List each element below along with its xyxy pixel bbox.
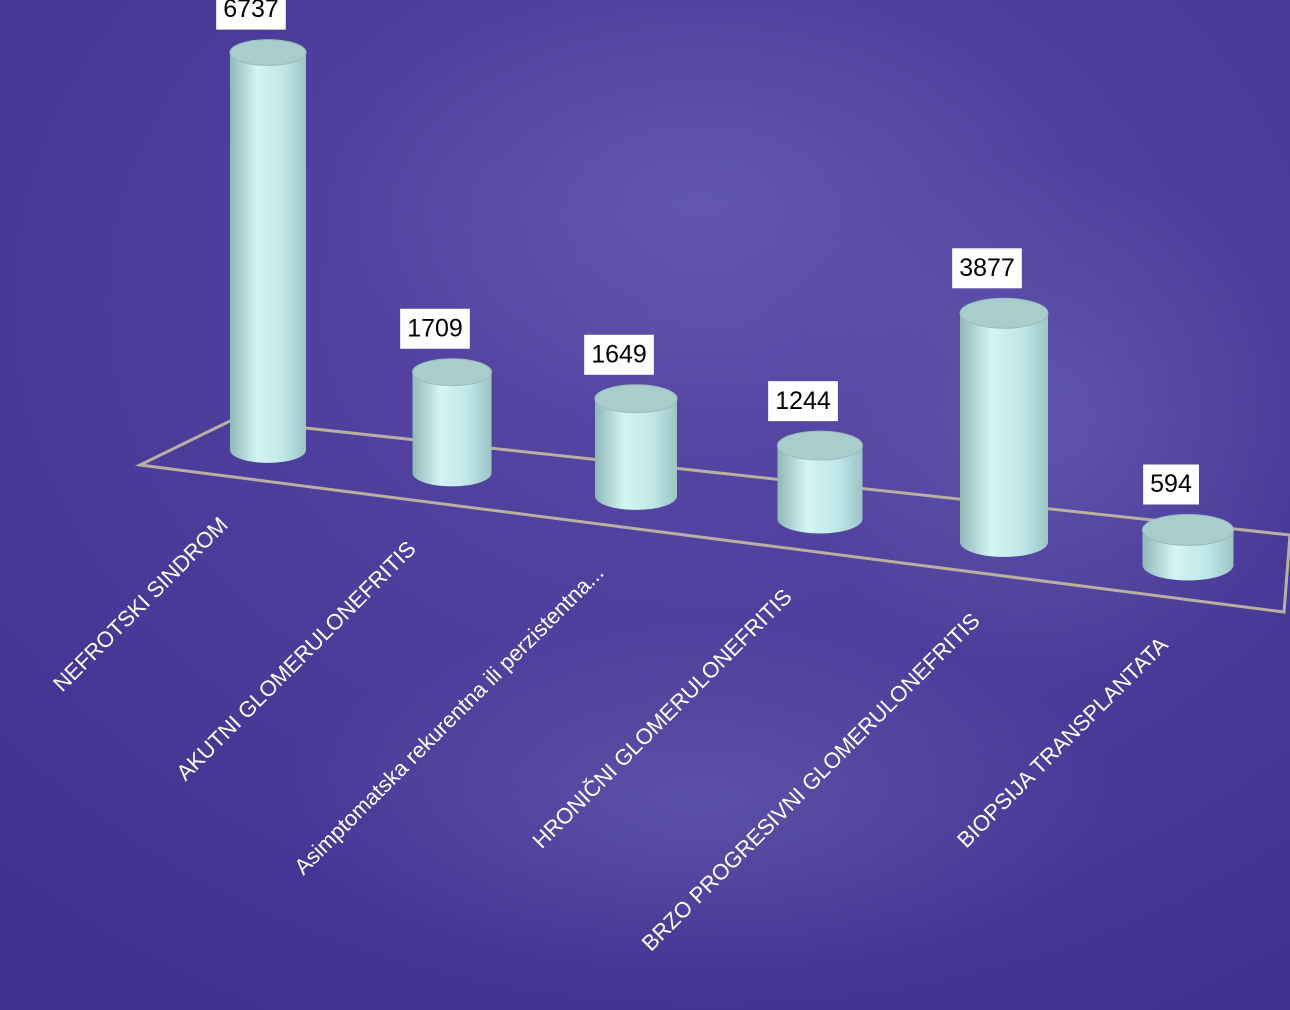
bar — [595, 399, 677, 510]
bar-top — [960, 298, 1048, 328]
bar-top — [413, 359, 492, 386]
value-label: 1709 — [407, 314, 463, 342]
bar-top — [778, 431, 863, 460]
bar-top — [230, 40, 306, 66]
bar-top — [1143, 514, 1234, 545]
value-label: 594 — [1150, 470, 1192, 498]
bar-top — [595, 385, 677, 413]
value-label: 3877 — [959, 254, 1015, 282]
value-label: 1649 — [591, 340, 647, 368]
bar — [960, 313, 1048, 557]
value-label: 1244 — [775, 387, 831, 415]
value-label: 6737 — [223, 0, 279, 23]
chart: 6737NEFROTSKI SINDROM1709AKUTNI GLOMERUL… — [0, 0, 1290, 1010]
bar — [230, 53, 306, 463]
bar — [413, 372, 492, 486]
